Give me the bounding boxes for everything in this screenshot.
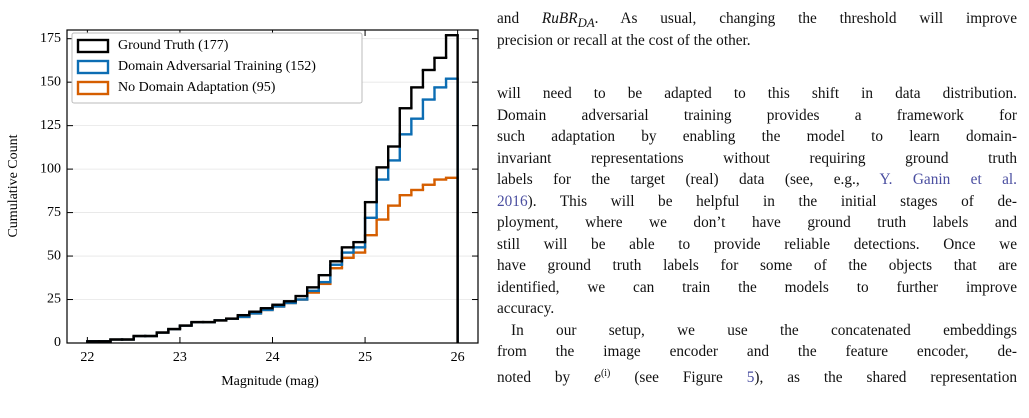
text-line: accuracy. [497,298,1017,320]
series [86,34,459,343]
text: labels for the target (real) data (see, … [497,171,880,188]
math-sup: (i) [600,367,611,379]
text-line: have ground truth labels for some of the… [497,255,1017,277]
legend-swatch [76,80,110,96]
paragraph: In our setup, we use the concatenated em… [497,320,1017,386]
text-line: will need to be adapted to this shift in… [497,83,1017,105]
link[interactable]: 5 [746,368,755,386]
y-tick-label: 25 [47,292,61,307]
legend-label: Domain Adversarial Training (152) [118,59,316,74]
text-line: 2016). This will be helpful in the initi… [497,191,1017,213]
text-line: from the image encoder and the feature e… [497,343,1017,360]
text: such adaptation by enabling the model to… [497,128,1017,145]
text-line: such adaptation by enabling the model to… [497,126,1017,148]
text-line: Domain adversarial training provides a f… [497,105,1017,127]
legend-swatch [76,38,110,54]
text-line: and RuBRDA. As usual, changing the thres… [497,8,1017,30]
x-tick-label: 26 [451,350,465,365]
text: and [497,10,542,27]
text-line: still will be able to provide reliable d… [497,234,1017,256]
x-axis-label: Magnitude (mag) [221,374,319,389]
y-tick-label: 100 [40,161,61,176]
paragraph: will need to be adapted to this shift in… [497,83,1017,320]
y-tick-label: 50 [47,248,61,263]
math-sub: DA [577,16,595,31]
text-line: labels for the target (real) data (see, … [497,169,1017,191]
y-axis-label: Cumulative Count [6,134,21,237]
text-line: noted by e(i) (see Figure 5), as the sha… [497,363,1017,386]
text: ), as the shared representation [754,368,1017,386]
legend-box [71,32,363,104]
text: still will be able to provide reliable d… [497,235,1017,253]
text-line: ployment, where we don’t have ground tru… [497,212,1017,234]
text-line: In our setup, we use the concatenated em… [511,321,1017,339]
math: e [594,368,601,386]
text: identified, we can train the models to f… [497,278,1017,296]
text: have ground truth labels for some of the… [497,257,1017,274]
text-line: invariant representations without requir… [497,148,1017,170]
legend-label: No Domain Adaptation (95) [118,80,276,95]
y-tick-label: 125 [40,118,61,133]
citation-link[interactable]: 2016 [497,192,528,210]
text: accuracy. [497,300,555,317]
legend-swatch [76,59,110,75]
text: will need to be adapted to this shift in… [497,85,1017,102]
y-tick-label: 150 [40,74,61,89]
text-line: precision or recall at the cost of the o… [497,31,751,49]
text: noted by [497,368,595,386]
x-tick-label: 23 [173,350,187,365]
text-column: and RuBRDA. As usual, changing the thres… [497,8,1017,386]
y-tick-label: 175 [40,31,61,46]
y-tick-label: 75 [47,205,61,220]
math: RuBR [541,10,578,27]
text: ). This will be helpful in the initial s… [527,192,1017,210]
text-line: identified, we can train the models to f… [497,277,1017,299]
x-tick-label: 24 [266,350,280,365]
text: invariant representations without requir… [497,149,1017,167]
chart: Magnitude (mag) Cumulative Count 0 25 50 75… [6,29,479,389]
text: (see Figure [610,368,747,386]
series [86,176,459,343]
y-tick-label: 0 [54,335,61,350]
citation-link[interactable]: Y. Ganin et al. [879,171,1017,188]
plot-frame [66,29,479,344]
x-tick-label: 25 [358,350,372,365]
series [86,77,459,343]
text: . As usual, changing the threshold will … [594,10,1017,27]
x-tick-label: 22 [80,350,94,365]
text: Domain adversarial training provides a f… [497,106,1017,124]
legend-label: Ground Truth (177) [118,38,229,53]
text: ployment, where we don’t have ground tru… [497,214,1017,231]
